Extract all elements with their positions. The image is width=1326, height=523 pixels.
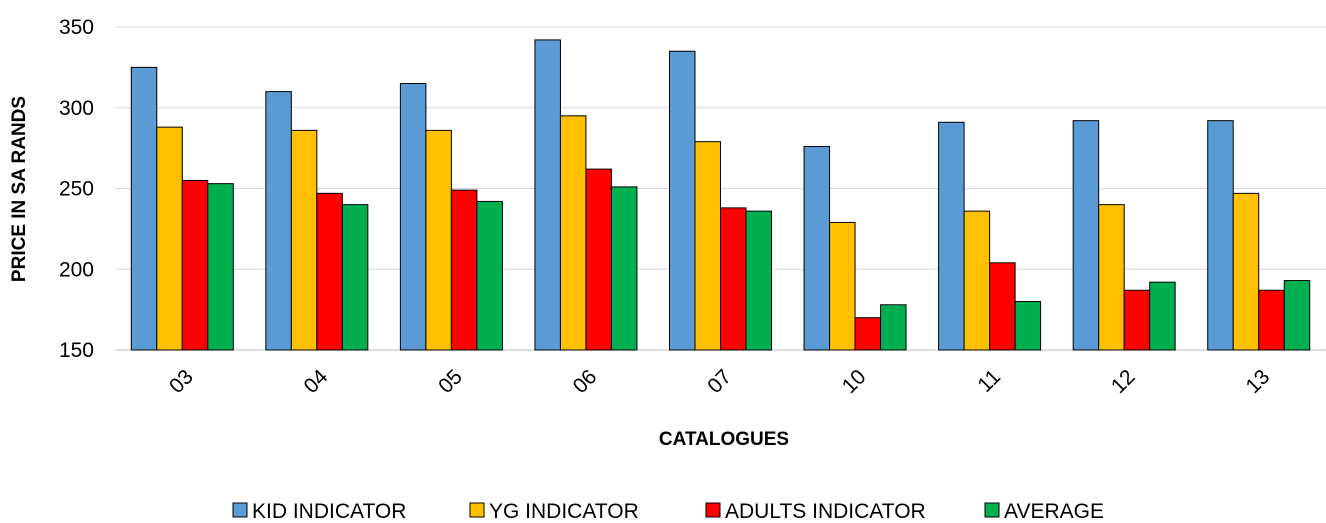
- bar-adults-indicator: [1123, 289, 1151, 351]
- legend: KID INDICATOR YG INDICATOR ADULTS INDICATO…: [232, 500, 1104, 523]
- bar-yg-indicator: [694, 141, 721, 351]
- y-axis-title: PRICE IN SA RANDS: [9, 96, 30, 282]
- bar-adults-indicator: [1258, 289, 1285, 351]
- x-tick-label: 07: [703, 365, 736, 398]
- bar-average: [610, 186, 638, 351]
- bar-kid-indicator: [534, 39, 561, 351]
- y-tick-label: 150: [59, 339, 94, 362]
- bar-yg-indicator: [290, 129, 318, 351]
- bar-adults-indicator: [989, 262, 1016, 351]
- x-tick-label: 13: [1241, 365, 1274, 398]
- bar-adults-indicator: [181, 179, 209, 351]
- legend-label: YG INDICATOR: [489, 500, 639, 523]
- bar-kid-indicator: [938, 121, 965, 351]
- legend-label: AVERAGE: [1004, 500, 1104, 523]
- legend-swatch: [705, 502, 721, 518]
- bar-adults-indicator: [585, 168, 612, 351]
- bar-average: [1014, 301, 1042, 351]
- bar-kid-indicator: [1072, 120, 1100, 351]
- bar-yg-indicator: [156, 126, 183, 351]
- bar-average: [745, 210, 772, 351]
- bar-kid-indicator: [803, 146, 831, 351]
- y-tick-label: 200: [59, 258, 94, 281]
- bar-yg-indicator: [963, 210, 991, 351]
- x-axis-ticks: 03 04 05 06 07 10 11 12 13: [165, 365, 1274, 398]
- bar-yg-indicator: [1098, 204, 1125, 351]
- legend-label: KID INDICATOR: [252, 500, 406, 523]
- x-tick-label: 03: [165, 365, 198, 398]
- bar-kid-indicator: [265, 91, 292, 351]
- x-tick-label: 10: [838, 365, 871, 398]
- bar-average: [1149, 281, 1176, 351]
- legend-swatch: [469, 502, 485, 518]
- bar-kid-indicator: [1207, 120, 1234, 351]
- y-tick-label: 300: [59, 97, 94, 120]
- bar-adults-indicator: [450, 189, 478, 351]
- y-axis-ticks: 150 200 250 300 350: [59, 16, 94, 362]
- bar-kid-indicator: [669, 50, 696, 351]
- bar-yg-indicator: [1232, 192, 1260, 351]
- y-tick-label: 350: [59, 16, 94, 39]
- x-tick-label: 06: [569, 365, 602, 398]
- bar-average: [341, 204, 369, 351]
- bar-adults-indicator: [316, 192, 343, 351]
- bar-kid-indicator: [399, 83, 427, 351]
- bar-average: [207, 183, 234, 351]
- x-tick-label: 05: [434, 365, 467, 398]
- bar-yg-indicator: [559, 115, 587, 351]
- legend-label: ADULTS INDICATOR: [725, 500, 926, 523]
- legend-swatch: [232, 502, 248, 518]
- bars: [130, 39, 1311, 351]
- bar-yg-indicator: [829, 221, 856, 351]
- legend-swatch: [984, 502, 1000, 518]
- bar-average: [1283, 280, 1311, 351]
- x-tick-label: 12: [1107, 365, 1140, 398]
- x-axis-title: CATALOGUES: [659, 429, 789, 450]
- bar-average: [880, 304, 907, 351]
- bar-average: [476, 200, 503, 351]
- x-tick-label: 11: [973, 365, 1005, 397]
- x-tick-label: 04: [300, 365, 333, 398]
- bar-kid-indicator: [130, 66, 158, 351]
- bar-yg-indicator: [425, 129, 452, 351]
- bar-adults-indicator: [720, 207, 747, 351]
- bar-adults-indicator: [854, 317, 882, 351]
- y-tick-label: 250: [59, 178, 94, 201]
